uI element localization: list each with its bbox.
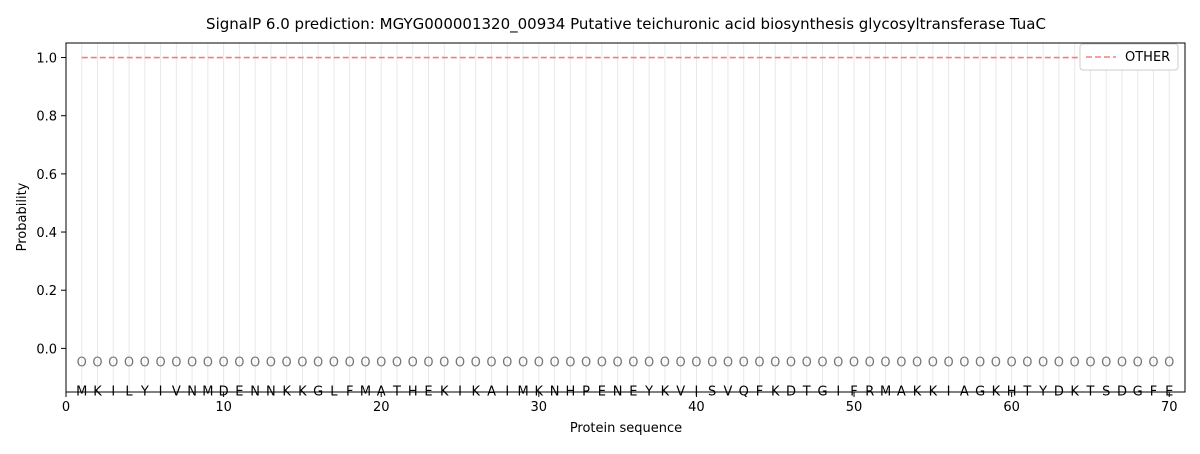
position-marker: O <box>282 355 292 370</box>
position-marker: O <box>975 355 985 370</box>
position-marker: O <box>628 355 638 370</box>
x-tick-label: 60 <box>1003 400 1020 415</box>
position-marker: O <box>140 355 150 370</box>
position-marker: O <box>660 355 670 370</box>
position-marker: O <box>534 355 544 370</box>
y-tick-label: 0.0 <box>36 342 57 357</box>
position-marker: O <box>502 355 512 370</box>
position-marker: O <box>1101 355 1111 370</box>
position-marker: O <box>802 355 812 370</box>
position-marker: O <box>486 355 496 370</box>
position-marker: O <box>218 355 228 370</box>
y-tick-label: 0.6 <box>36 168 57 183</box>
position-marker: O <box>707 355 717 370</box>
position-marker: O <box>833 355 843 370</box>
position-marker: O <box>991 355 1001 370</box>
position-marker: O <box>849 355 859 370</box>
y-axis-label: Probability <box>15 182 30 251</box>
x-axis-label: Protein sequence <box>570 421 682 436</box>
position-marker: O <box>1117 355 1127 370</box>
position-marker: O <box>266 355 276 370</box>
y-tick-label: 0.4 <box>36 226 57 241</box>
position-marker: O <box>928 355 938 370</box>
x-axis-ticks: 0 10 20 30 40 50 60 70 <box>62 392 1178 415</box>
position-marker: O <box>77 355 87 370</box>
position-marker: O <box>581 355 591 370</box>
position-marker: O <box>297 355 307 370</box>
position-marker: O <box>376 355 386 370</box>
position-marker: O <box>613 355 623 370</box>
position-marker: O <box>1022 355 1032 370</box>
position-marker: O <box>203 355 213 370</box>
position-marker: O <box>392 355 402 370</box>
position-marker: O <box>313 355 323 370</box>
x-tick-label: 50 <box>846 400 863 415</box>
x-tick-label: 30 <box>531 400 548 415</box>
legend-label-other: OTHER <box>1125 50 1170 65</box>
x-tick-label: 40 <box>688 400 705 415</box>
chart-title: SignalP 6.0 prediction: MGYG000001320_00… <box>206 15 1046 34</box>
position-marker: O <box>329 355 339 370</box>
position-marker: O <box>408 355 418 370</box>
plot-frame <box>65 42 1186 393</box>
position-marker: O <box>1164 355 1174 370</box>
position-marker: O <box>754 355 764 370</box>
position-marker: O <box>896 355 906 370</box>
position-marker: O <box>1133 355 1143 370</box>
position-marker: O <box>817 355 827 370</box>
position-marker: O <box>597 355 607 370</box>
position-marker: O <box>770 355 780 370</box>
position-marker: O <box>92 355 102 370</box>
position-marker: O <box>124 355 134 370</box>
y-axis-ticks: 0.0 0.2 0.4 0.6 0.8 1.0 <box>36 52 66 357</box>
y-tick-label: 0.8 <box>36 110 57 125</box>
position-marker: O <box>739 355 749 370</box>
position-marker: O <box>345 355 355 370</box>
y-tick-label: 1.0 <box>36 52 57 67</box>
position-marker: O <box>912 355 922 370</box>
position-marker: O <box>676 355 686 370</box>
position-marker: O <box>455 355 465 370</box>
position-marker: O <box>644 355 654 370</box>
position-marker: O <box>187 355 197 370</box>
grid-lines <box>81 43 1170 392</box>
position-marker: O <box>1054 355 1064 370</box>
y-tick-label: 0.2 <box>36 284 57 299</box>
position-marker: O <box>171 355 181 370</box>
position-marker: O <box>1085 355 1095 370</box>
position-marker: O <box>360 355 370 370</box>
position-marker: O <box>234 355 244 370</box>
position-marker: O <box>1038 355 1048 370</box>
legend: OTHER <box>1079 43 1179 71</box>
position-marker: O <box>943 355 953 370</box>
x-tick-label: 70 <box>1161 400 1178 415</box>
position-marker: O <box>691 355 701 370</box>
position-marker: O <box>250 355 260 370</box>
position-marker: O <box>565 355 575 370</box>
position-marker: O <box>880 355 890 370</box>
position-marker: O <box>471 355 481 370</box>
position-marker: O <box>786 355 796 370</box>
position-marker: O <box>423 355 433 370</box>
position-marker: O <box>439 355 449 370</box>
x-tick-label: 10 <box>215 400 232 415</box>
position-marker: O <box>549 355 559 370</box>
x-tick-label: 0 <box>62 400 70 415</box>
position-marker: O <box>155 355 165 370</box>
position-marker: O <box>723 355 733 370</box>
position-marker: O <box>1070 355 1080 370</box>
position-marker: O <box>865 355 875 370</box>
position-marker: O <box>1007 355 1017 370</box>
legend-box <box>1079 43 1179 71</box>
position-marker: O <box>518 355 528 370</box>
position-marker: O <box>1148 355 1158 370</box>
position-marker: O <box>108 355 118 370</box>
position-marker: O <box>959 355 969 370</box>
x-tick-label: 20 <box>373 400 390 415</box>
